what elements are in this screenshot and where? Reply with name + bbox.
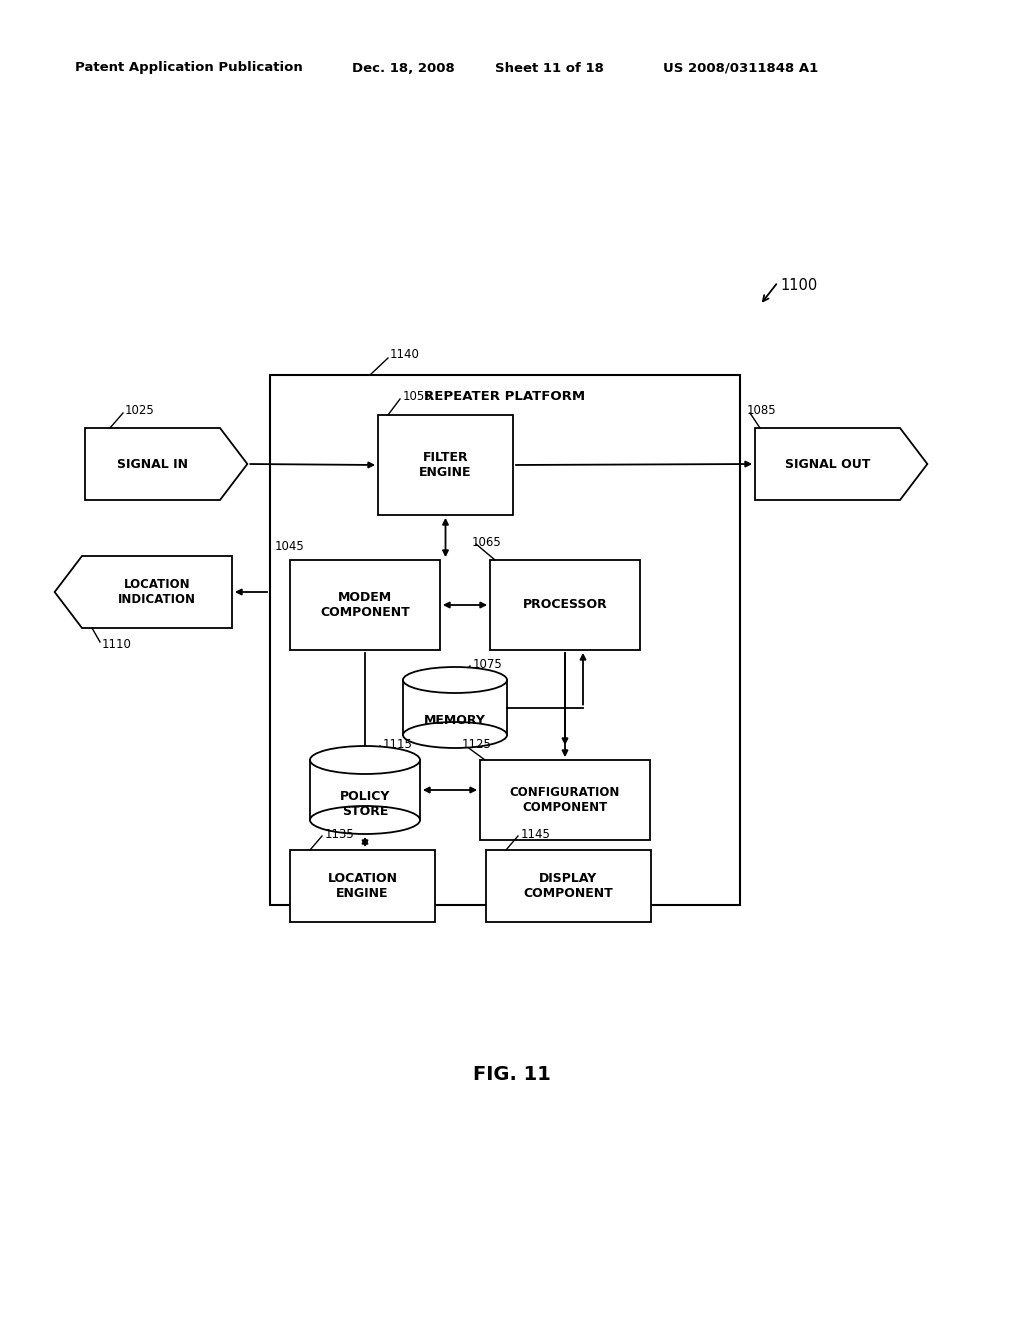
Bar xyxy=(310,760,420,820)
Text: Sheet 11 of 18: Sheet 11 of 18 xyxy=(495,62,604,74)
Text: 1025: 1025 xyxy=(125,404,155,417)
Text: LOCATION
ENGINE: LOCATION ENGINE xyxy=(328,873,397,900)
Text: MEMORY: MEMORY xyxy=(424,714,486,727)
Text: 1045: 1045 xyxy=(275,540,305,553)
Text: 1085: 1085 xyxy=(746,404,776,417)
Text: FIG. 11: FIG. 11 xyxy=(473,1065,551,1085)
Bar xyxy=(490,560,640,649)
Text: SIGNAL OUT: SIGNAL OUT xyxy=(784,458,870,470)
Text: CONFIGURATION
COMPONENT: CONFIGURATION COMPONENT xyxy=(510,785,621,814)
Text: POLICY
STORE: POLICY STORE xyxy=(340,789,390,818)
Text: 1075: 1075 xyxy=(473,657,503,671)
Ellipse shape xyxy=(403,722,507,748)
Text: MODEM
COMPONENT: MODEM COMPONENT xyxy=(321,591,410,619)
Bar xyxy=(480,760,650,840)
Bar xyxy=(378,414,513,515)
Bar xyxy=(403,680,507,735)
Ellipse shape xyxy=(310,807,420,834)
Text: Patent Application Publication: Patent Application Publication xyxy=(75,62,303,74)
Polygon shape xyxy=(755,428,928,500)
Text: FILTER
ENGINE: FILTER ENGINE xyxy=(419,451,472,479)
Text: 1100: 1100 xyxy=(780,277,817,293)
Polygon shape xyxy=(54,556,232,628)
Text: 1125: 1125 xyxy=(462,738,492,751)
Text: 1145: 1145 xyxy=(521,828,551,841)
Bar xyxy=(486,850,651,921)
Text: US 2008/0311848 A1: US 2008/0311848 A1 xyxy=(663,62,818,74)
Ellipse shape xyxy=(403,667,507,693)
Text: 1115: 1115 xyxy=(383,738,413,751)
Text: 1135: 1135 xyxy=(325,828,354,841)
Text: 1140: 1140 xyxy=(390,348,420,362)
Text: PROCESSOR: PROCESSOR xyxy=(522,598,607,611)
Text: DISPLAY
COMPONENT: DISPLAY COMPONENT xyxy=(523,873,613,900)
Text: 1055: 1055 xyxy=(403,391,432,404)
Text: SIGNAL IN: SIGNAL IN xyxy=(117,458,188,470)
Polygon shape xyxy=(85,428,248,500)
Text: REPEATER PLATFORM: REPEATER PLATFORM xyxy=(424,391,586,404)
Text: 1110: 1110 xyxy=(102,638,132,651)
Text: Dec. 18, 2008: Dec. 18, 2008 xyxy=(352,62,455,74)
Bar xyxy=(270,375,740,906)
Text: LOCATION
INDICATION: LOCATION INDICATION xyxy=(118,578,196,606)
Bar xyxy=(290,850,435,921)
Ellipse shape xyxy=(310,746,420,774)
Bar xyxy=(290,560,440,649)
Text: 1065: 1065 xyxy=(472,536,502,549)
